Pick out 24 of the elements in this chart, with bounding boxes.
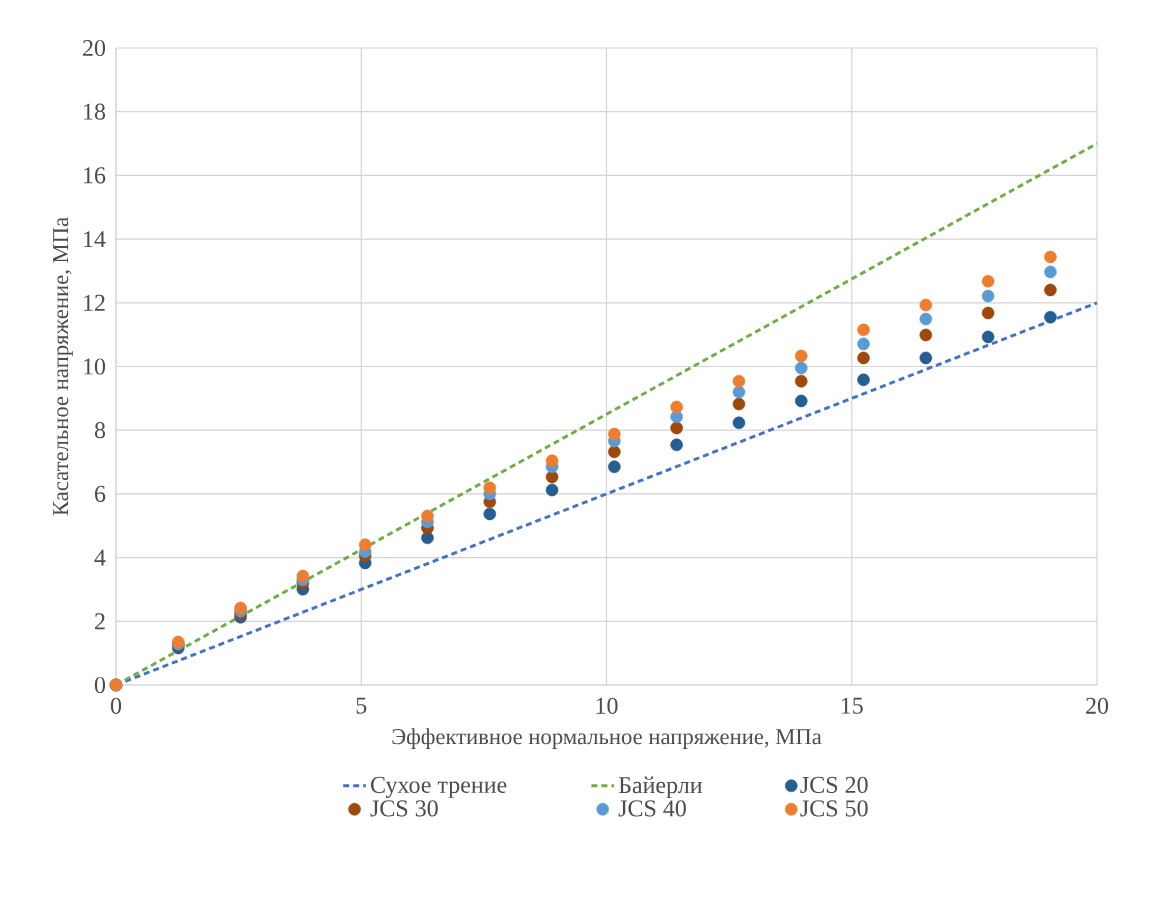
y-tick-label: 12 <box>84 294 105 311</box>
x-tick-label: 5 <box>356 697 367 714</box>
legend-label: JCS 20 <box>800 776 868 793</box>
x-tick-label: 20 <box>1086 697 1109 714</box>
y-tick-label: 20 <box>83 39 106 57</box>
y-tick-label: 14 <box>84 231 106 248</box>
legend-label: Сухое трение <box>371 776 507 798</box>
x-tick-label: 10 <box>596 697 618 714</box>
x-tick-label: 0 <box>110 697 122 714</box>
x-tick-label: 15 <box>841 697 863 714</box>
legend-label: Байерли <box>618 776 703 799</box>
y-tick-label: 6 <box>95 485 106 502</box>
y-tick-label: 4 <box>94 549 106 566</box>
y-tick-label: 8 <box>94 422 106 439</box>
y-tick-label: 0 <box>94 676 106 694</box>
legend-label: JCS 30 <box>370 800 438 817</box>
y-tick-label: 2 <box>95 613 105 630</box>
y-tick-label: 10 <box>84 358 106 375</box>
y-tick-label: 16 <box>84 167 106 184</box>
x-axis-title: Эффективное нормальное напряжение, МПа <box>392 728 822 749</box>
y-tick-label: 18 <box>84 103 106 120</box>
y-axis-title: Касательное напряжение, МПа <box>53 217 73 516</box>
legend-label: JCS 50 <box>800 800 868 817</box>
legend-label: JCS 40 <box>618 800 686 817</box>
